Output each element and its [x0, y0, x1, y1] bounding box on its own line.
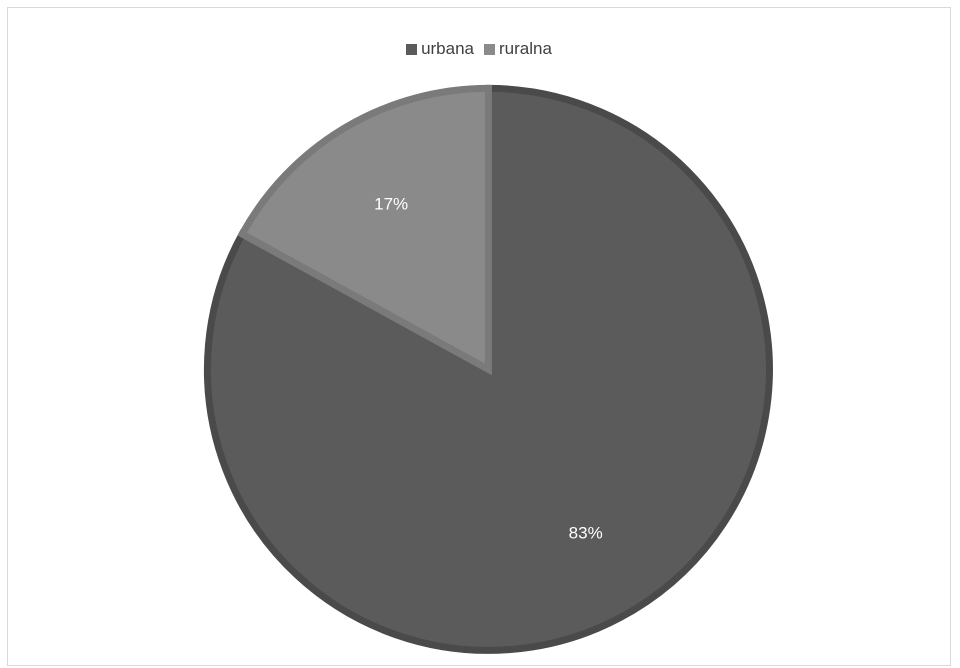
- legend-item-ruralna: ruralna: [484, 39, 552, 59]
- pie-slice-ruralna: [237, 84, 492, 376]
- legend-item-urbana: urbana: [406, 39, 474, 59]
- legend-swatch-urbana: [406, 43, 418, 55]
- data-label-ruralna: 17%: [374, 194, 408, 213]
- legend-label-ruralna: ruralna: [499, 39, 552, 58]
- data-label-urbana: 83%: [569, 523, 603, 542]
- legend: urbana ruralna: [8, 39, 950, 59]
- legend-label-urbana: urbana: [421, 39, 474, 58]
- legend-swatch-ruralna: [484, 43, 495, 55]
